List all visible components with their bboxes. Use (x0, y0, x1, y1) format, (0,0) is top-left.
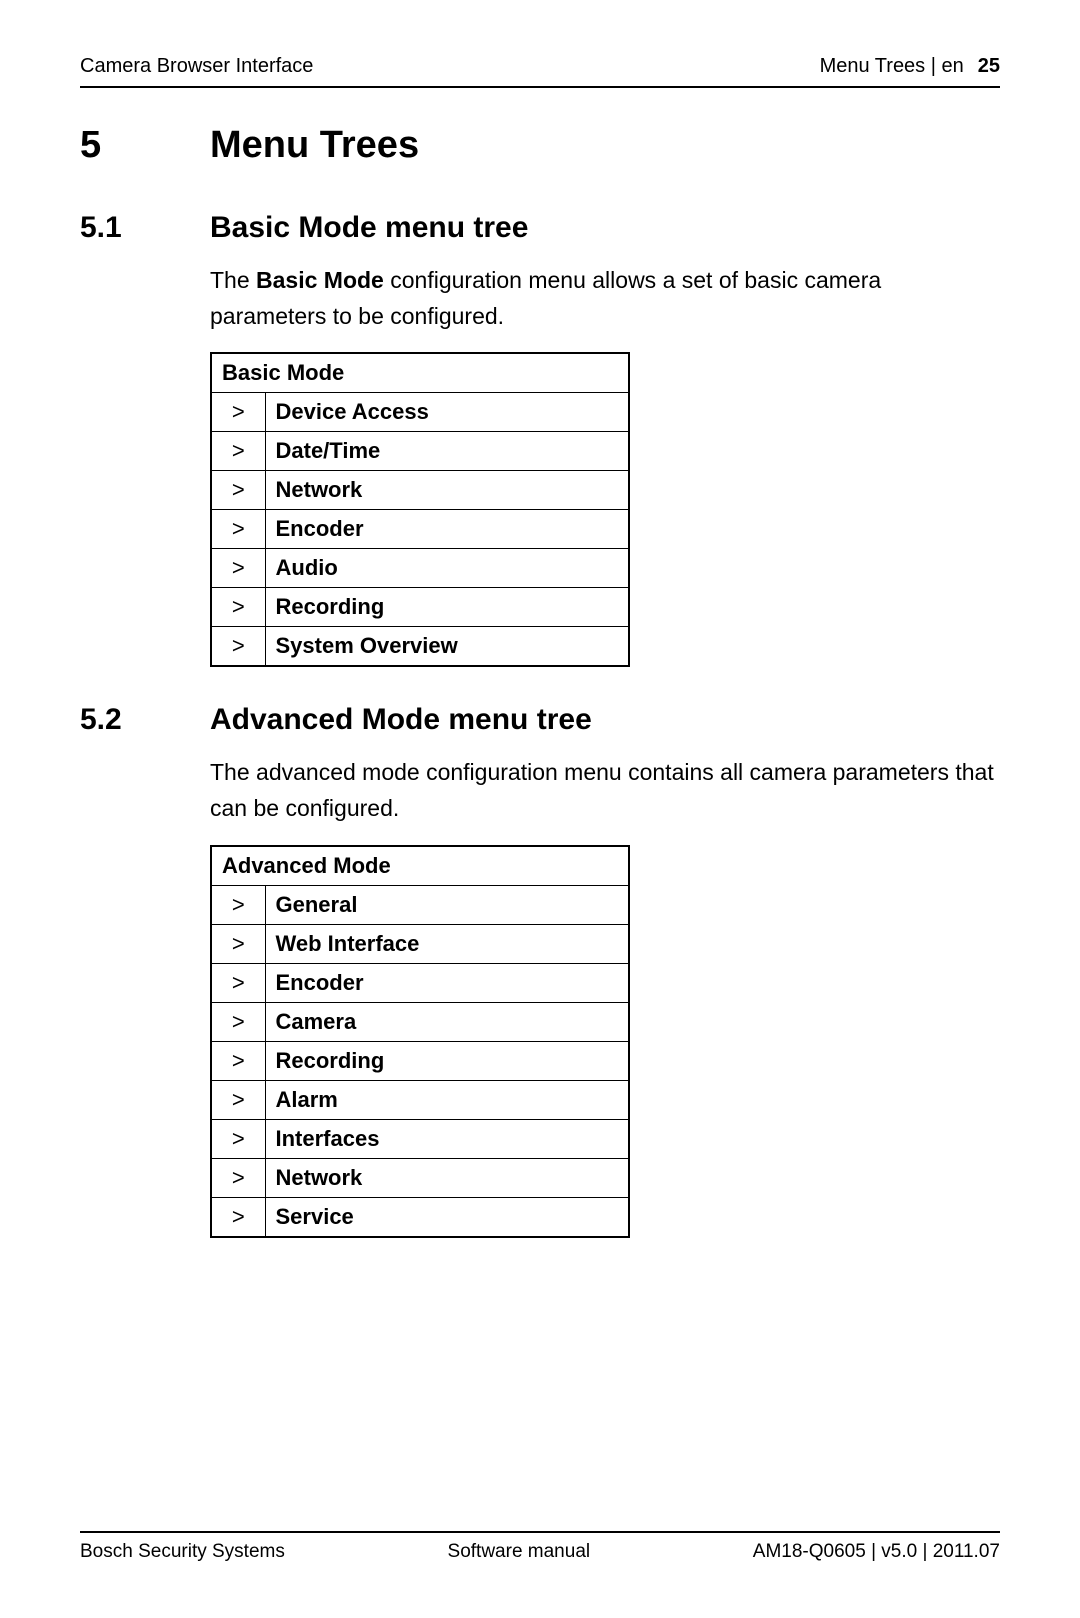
menu-item-label: Alarm (265, 1080, 629, 1119)
footer-left: Bosch Security Systems (80, 1541, 285, 1563)
table-row: >System Overview (211, 627, 629, 667)
menu-item-label: Camera (265, 1002, 629, 1041)
expand-arrow: > (211, 1080, 265, 1119)
footer-right: AM18-Q0605 | v5.0 | 2011.07 (753, 1541, 1000, 1563)
expand-arrow: > (211, 1119, 265, 1158)
menu-item-label: Audio (265, 549, 629, 588)
expand-arrow: > (211, 1158, 265, 1197)
chapter-number: 5 (80, 124, 210, 167)
chapter-heading: 5 Menu Trees (80, 124, 1000, 167)
section2-paragraph: The advanced mode configuration menu con… (210, 755, 1000, 826)
table-row: >Device Access (211, 393, 629, 432)
page: Camera Browser Interface Menu Trees | en… (80, 55, 1000, 1563)
running-header: Camera Browser Interface Menu Trees | en… (80, 55, 1000, 88)
menu-item-label: Date/Time (265, 432, 629, 471)
content: 5 Menu Trees 5.1 Basic Mode menu tree Th… (80, 124, 1000, 1238)
table-row: >General (211, 885, 629, 924)
menu-item-label: Network (265, 471, 629, 510)
expand-arrow: > (211, 471, 265, 510)
chapter-title: Menu Trees (210, 124, 419, 167)
advanced-mode-table: Advanced Mode >General>Web Interface>Enc… (210, 845, 630, 1238)
page-number: 25 (978, 55, 1000, 78)
table-row: >Alarm (211, 1080, 629, 1119)
table-row: >Network (211, 1158, 629, 1197)
expand-arrow: > (211, 963, 265, 1002)
expand-arrow: > (211, 549, 265, 588)
section-title: Advanced Mode menu tree (210, 703, 592, 737)
expand-arrow: > (211, 510, 265, 549)
expand-arrow: > (211, 432, 265, 471)
basic-mode-table: Basic Mode >Device Access>Date/Time>Netw… (210, 352, 630, 667)
basic-mode-body: >Device Access>Date/Time>Network>Encoder… (211, 393, 629, 667)
expand-arrow: > (211, 1041, 265, 1080)
menu-item-label: System Overview (265, 627, 629, 667)
menu-item-label: Recording (265, 1041, 629, 1080)
expand-arrow: > (211, 627, 265, 667)
running-footer: Bosch Security Systems Software manual A… (80, 1531, 1000, 1563)
section-title: Basic Mode menu tree (210, 211, 528, 245)
table-row: >Interfaces (211, 1119, 629, 1158)
menu-item-label: Interfaces (265, 1119, 629, 1158)
table-row: >Recording (211, 1041, 629, 1080)
table-header: Basic Mode (211, 353, 629, 393)
menu-item-label: Service (265, 1197, 629, 1237)
expand-arrow: > (211, 924, 265, 963)
advanced-mode-body: >General>Web Interface>Encoder>Camera>Re… (211, 885, 629, 1237)
menu-item-label: Device Access (265, 393, 629, 432)
section-number: 5.1 (80, 211, 210, 245)
menu-item-label: Network (265, 1158, 629, 1197)
table-row: >Web Interface (211, 924, 629, 963)
table-row: >Encoder (211, 510, 629, 549)
table-row: >Network (211, 471, 629, 510)
menu-item-label: Recording (265, 588, 629, 627)
table-row: >Camera (211, 1002, 629, 1041)
section1-paragraph: The Basic Mode configuration menu allows… (210, 263, 1000, 334)
menu-item-label: Web Interface (265, 924, 629, 963)
section-heading: 5.2 Advanced Mode menu tree (80, 703, 1000, 737)
table-header: Advanced Mode (211, 846, 629, 886)
menu-item-label: Encoder (265, 963, 629, 1002)
header-right-text: Menu Trees | en (820, 55, 964, 78)
table-row: >Audio (211, 549, 629, 588)
header-left: Camera Browser Interface (80, 55, 313, 78)
section-heading: 5.1 Basic Mode menu tree (80, 211, 1000, 245)
expand-arrow: > (211, 393, 265, 432)
section-number: 5.2 (80, 703, 210, 737)
expand-arrow: > (211, 885, 265, 924)
menu-item-label: General (265, 885, 629, 924)
expand-arrow: > (211, 1002, 265, 1041)
menu-item-label: Encoder (265, 510, 629, 549)
table-row: >Recording (211, 588, 629, 627)
table-row: >Date/Time (211, 432, 629, 471)
expand-arrow: > (211, 588, 265, 627)
expand-arrow: > (211, 1197, 265, 1237)
footer-center: Software manual (448, 1541, 591, 1563)
table-row: >Service (211, 1197, 629, 1237)
table-row: >Encoder (211, 963, 629, 1002)
